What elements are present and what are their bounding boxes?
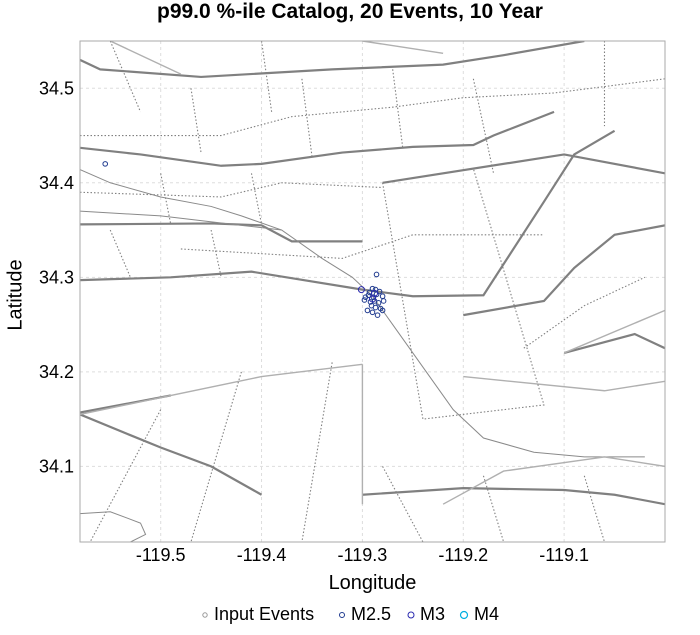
event-marker-M25	[369, 309, 376, 316]
x-tick-label: -119.1	[539, 545, 589, 565]
fault-trace-thick	[80, 129, 616, 298]
y-tick-label: 34.1	[39, 456, 74, 476]
fault-trace-thin	[80, 210, 282, 231]
x-tick-label: -119.2	[438, 545, 488, 565]
small-circle-marker-icon	[202, 612, 208, 618]
fault-trace-dotted	[261, 41, 273, 112]
fault-trace-dotted	[392, 69, 404, 148]
fault-trace-light	[563, 309, 665, 354]
legend-label: M2.5	[351, 604, 392, 624]
event-marker-M3	[371, 289, 379, 297]
legend-label: Input Events	[214, 604, 315, 624]
event-marker-M25	[374, 312, 381, 318]
y-tick-label: 34.4	[39, 173, 74, 193]
legend: Input Events M2.5 M3 M4	[0, 604, 700, 628]
legend-label: M4	[474, 604, 500, 624]
event-marker-M25	[370, 294, 377, 300]
fault-trace-dotted	[482, 475, 505, 542]
fault-trace-dotted	[89, 409, 162, 542]
x-tick-label: -119.3	[338, 545, 388, 565]
y-tick-label: 34.5	[39, 78, 74, 98]
circle-marker-icon	[459, 611, 469, 620]
fault-trace-dotted	[301, 78, 313, 157]
x-tick-label: -119.5	[136, 545, 186, 565]
event-marker-M25	[364, 307, 371, 314]
chart-title: p99.0 %-ile Catalog, 20 Events, 10 Year	[157, 0, 543, 23]
event-marker-M3	[357, 286, 365, 294]
fault-trace-dotted	[109, 41, 142, 113]
fault-trace-light	[80, 363, 363, 416]
event-marker-M25	[102, 161, 109, 167]
fault-trace-dotted	[583, 475, 606, 542]
fault-trace-thick	[382, 153, 665, 184]
fault-trace-dotted	[382, 466, 424, 542]
fault-trace-thick	[80, 413, 263, 496]
fault-trace-dotted	[190, 88, 202, 153]
fault-trace-dotted	[190, 371, 242, 542]
fault-trace-dotted	[80, 182, 383, 198]
event-marker-M25	[380, 298, 387, 304]
legend-item-m4: M4	[458, 604, 499, 625]
legend-item-input-events: Input Events	[200, 604, 314, 625]
event-marker-M25	[373, 291, 380, 298]
fault-trace-dotted	[80, 78, 665, 137]
event-marker-M25	[362, 294, 369, 300]
event-marker-M25	[372, 304, 379, 311]
fault-trace-dotted	[382, 168, 545, 420]
fault-trace-thick	[80, 41, 585, 79]
fault-trace-light	[463, 375, 665, 392]
legend-item-m25: M2.5	[337, 604, 391, 625]
fault-trace-dotted	[523, 276, 646, 349]
event-marker-M25	[375, 300, 382, 306]
fault-trace-thin	[80, 511, 147, 542]
fault-trace-dotted	[472, 78, 495, 174]
fault-trace-thick	[362, 487, 665, 506]
x-axis-label: Longitude	[328, 572, 417, 594]
circle-marker-icon	[407, 611, 415, 619]
event-marker-M25	[379, 307, 386, 314]
x-tick-label: -119.4	[237, 545, 287, 565]
fault-trace-light	[362, 41, 444, 54]
y-tick-label: 34.2	[39, 362, 74, 382]
fault-trace-thick	[463, 224, 665, 317]
y-tick-label: 34.3	[39, 267, 74, 287]
fault-trace-light	[109, 41, 182, 75]
fault-trace-dotted	[160, 173, 172, 225]
legend-label: M3	[420, 604, 446, 624]
fault-trace-dotted	[301, 362, 333, 542]
event-marker-M25	[373, 271, 380, 278]
fault-trace-thick	[80, 110, 555, 167]
fault-trace-dotted	[210, 229, 222, 278]
legend-item-m3: M3	[406, 604, 445, 625]
fault-trace-dotted	[250, 173, 263, 225]
fault-trace-thick	[80, 222, 363, 243]
plot-frame	[79, 40, 666, 543]
fault-trace-light	[442, 456, 665, 505]
event-marker-M25	[361, 297, 368, 303]
y-axis-label: Latitude	[4, 259, 27, 331]
fault-trace-dotted	[180, 234, 544, 259]
fault-trace-dotted	[109, 229, 131, 278]
circle-marker-icon	[339, 612, 345, 619]
fault-trace-thick	[563, 332, 665, 355]
event-marker-M25	[379, 293, 386, 300]
